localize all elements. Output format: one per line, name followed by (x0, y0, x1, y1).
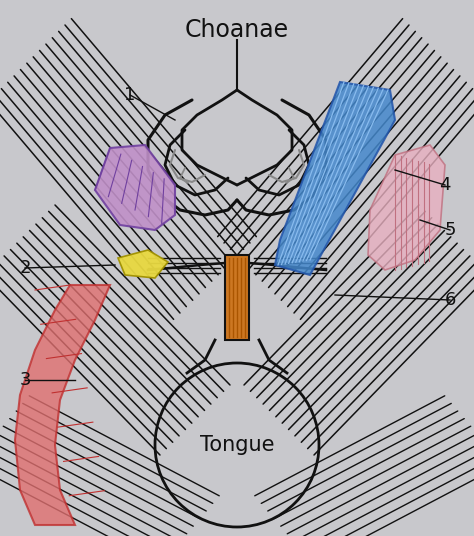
Polygon shape (95, 145, 175, 230)
Text: 6: 6 (444, 291, 456, 309)
Text: 4: 4 (439, 176, 451, 194)
Text: Tongue: Tongue (200, 435, 274, 455)
Polygon shape (118, 250, 168, 278)
Polygon shape (275, 82, 395, 275)
Text: 5: 5 (444, 221, 456, 239)
Polygon shape (225, 255, 249, 340)
Polygon shape (15, 285, 110, 525)
Polygon shape (368, 145, 445, 270)
Text: 3: 3 (19, 371, 31, 389)
Text: Choanae: Choanae (185, 18, 289, 42)
Text: 2: 2 (19, 259, 31, 277)
Text: 1: 1 (124, 86, 136, 104)
